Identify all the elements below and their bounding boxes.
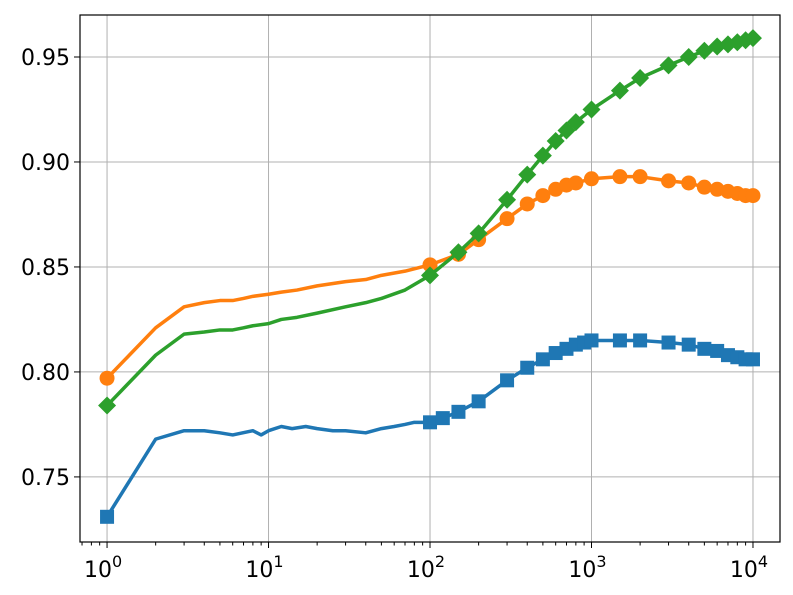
diamond-marker <box>679 47 698 66</box>
diamond-marker <box>498 190 517 209</box>
circle-marker <box>499 211 515 227</box>
x-tick-label: 104 <box>730 552 768 583</box>
circle-marker <box>535 188 551 204</box>
diamond-marker <box>631 68 650 87</box>
y-tick-label: 0.85 <box>21 256 70 281</box>
circle-marker <box>583 171 599 187</box>
axes: 100 101 102 103 104 0.75 0.80 0.85 0.90 0.95 <box>21 46 768 583</box>
circle-marker <box>632 169 648 185</box>
square-marker <box>500 373 515 388</box>
diamond-marker <box>659 56 678 75</box>
square-marker <box>520 360 535 375</box>
y-tick-label: 0.95 <box>21 46 70 71</box>
square-marker <box>697 341 712 356</box>
diamond-marker <box>743 29 762 48</box>
square-marker <box>451 404 466 419</box>
series-0 <box>100 333 760 524</box>
x-tick-label: 103 <box>568 552 606 583</box>
circle-marker <box>422 257 438 273</box>
x-tick-label: 102 <box>407 552 445 583</box>
circle-marker <box>612 169 628 185</box>
square-marker <box>612 333 627 348</box>
y-tick-label: 0.90 <box>21 151 70 176</box>
y-tick-label: 0.80 <box>21 361 70 386</box>
circle-marker <box>568 175 584 191</box>
y-tick-label: 0.75 <box>21 466 70 491</box>
series-2 <box>98 29 762 415</box>
diamond-marker <box>533 146 552 165</box>
square-marker <box>471 394 486 409</box>
diamond-marker <box>582 100 601 119</box>
circle-marker <box>681 175 697 191</box>
square-marker <box>661 335 676 350</box>
square-marker <box>584 333 599 348</box>
diamond-marker <box>566 113 585 132</box>
series-1 <box>99 169 761 386</box>
diamond-marker <box>610 81 629 100</box>
series-layer <box>98 29 762 524</box>
square-marker <box>548 346 563 361</box>
x-tick-label: 101 <box>245 552 283 583</box>
square-marker <box>710 343 725 358</box>
square-marker <box>681 337 696 352</box>
circle-marker <box>99 370 115 386</box>
square-marker <box>535 352 550 367</box>
square-marker <box>423 415 438 430</box>
diamond-marker <box>469 224 488 243</box>
circle-marker <box>661 173 677 189</box>
circle-marker <box>696 179 712 195</box>
circle-marker <box>519 196 535 212</box>
square-marker <box>633 333 648 348</box>
diamond-marker <box>546 131 565 150</box>
square-marker <box>745 352 760 367</box>
square-marker <box>100 509 115 524</box>
square-marker <box>435 411 450 426</box>
circle-marker <box>745 188 761 204</box>
x-tick-label: 100 <box>84 552 122 583</box>
diamond-marker <box>449 243 468 262</box>
diamond-marker <box>421 266 440 285</box>
grid <box>80 15 780 542</box>
diamond-marker <box>518 165 537 184</box>
diamond-marker <box>98 396 117 415</box>
